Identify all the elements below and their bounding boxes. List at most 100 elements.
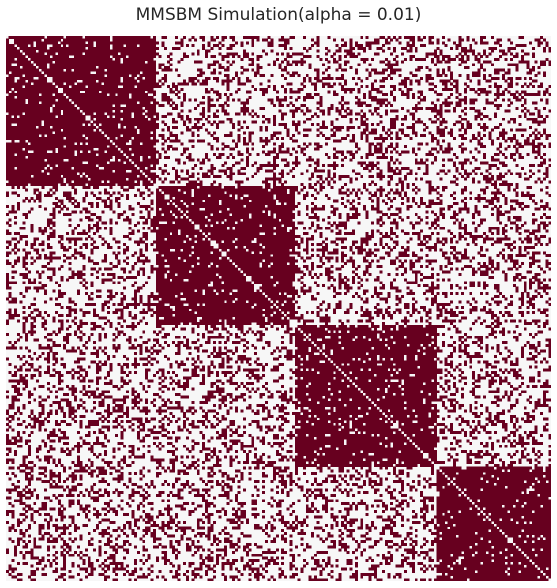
heatmap-cell <box>504 87 508 91</box>
heatmap-cell <box>390 237 394 241</box>
heatmap-cell <box>461 218 465 222</box>
heatmap-cell <box>300 240 304 244</box>
heatmap-cell <box>90 352 99 356</box>
heatmap-cell <box>512 134 516 138</box>
heatmap-cell <box>16 392 23 396</box>
heatmap-cell <box>185 213 211 217</box>
heatmap-cell <box>120 125 124 129</box>
heatmap-cell <box>518 36 524 39</box>
heatmap-cell <box>136 188 140 192</box>
heatmap-cell <box>177 112 181 116</box>
heatmap-cell <box>174 360 178 364</box>
heatmap-cell <box>504 392 508 396</box>
heatmap-cell <box>213 115 219 118</box>
heatmap-cell <box>341 164 345 168</box>
heatmap-cell <box>346 194 350 198</box>
heatmap-cell <box>387 101 391 105</box>
heatmap-cell <box>447 207 451 211</box>
heatmap-cell <box>204 55 208 59</box>
heatmap-cell <box>101 123 118 127</box>
heatmap-cell <box>548 60 551 64</box>
heatmap-cell <box>273 172 277 176</box>
heatmap-cell <box>297 221 304 225</box>
heatmap-cell <box>294 164 298 168</box>
heatmap-cell <box>357 188 361 192</box>
heatmap-cell <box>131 322 135 326</box>
heatmap-cell <box>237 196 241 200</box>
heatmap-cell <box>123 150 159 154</box>
heatmap-cell <box>510 79 514 83</box>
heatmap-cell <box>147 174 159 178</box>
heatmap-cell <box>259 106 266 110</box>
heatmap-cell <box>44 289 48 293</box>
heatmap-cell <box>371 221 375 225</box>
heatmap-cell <box>341 330 347 334</box>
heatmap-cell <box>41 248 45 252</box>
heatmap-cell <box>425 142 429 146</box>
heatmap-cell <box>428 237 432 241</box>
heatmap-cell <box>303 194 309 198</box>
heatmap-cell <box>308 142 312 146</box>
heatmap-cell <box>150 202 154 206</box>
heatmap-cell <box>158 251 192 255</box>
heatmap-cell <box>125 357 129 361</box>
heatmap-cell <box>95 44 110 48</box>
heatmap-cell <box>480 368 484 372</box>
heatmap-cell <box>499 49 505 53</box>
heatmap-cell <box>30 44 34 48</box>
heatmap-cell <box>360 174 364 178</box>
heatmap-cell <box>499 352 503 356</box>
heatmap-cell <box>371 57 375 61</box>
heatmap-cell <box>395 183 399 187</box>
heatmap-cell <box>463 251 467 255</box>
heatmap-cell <box>267 395 274 399</box>
heatmap-cell <box>412 95 415 99</box>
heatmap-cell <box>461 150 465 154</box>
heatmap-cell <box>521 294 524 298</box>
heatmap-cell <box>390 93 394 97</box>
heatmap-cell <box>202 95 206 99</box>
heatmap-cell <box>256 387 260 391</box>
heatmap-cell <box>471 392 475 396</box>
heatmap-cell <box>161 120 165 124</box>
heatmap-cell <box>368 169 372 173</box>
heatmap-cell <box>504 199 508 203</box>
heatmap-cell <box>466 74 470 78</box>
heatmap-cell <box>16 79 26 83</box>
heatmap-cell <box>406 87 413 91</box>
heatmap-cell <box>521 109 524 113</box>
heatmap-cell <box>518 251 522 255</box>
heatmap-cell <box>237 169 241 173</box>
heatmap-cell <box>207 169 214 173</box>
heatmap-cell <box>6 68 39 72</box>
heatmap-cell <box>161 115 168 118</box>
heatmap-cell <box>55 303 61 307</box>
heatmap-cell <box>188 204 244 208</box>
heatmap-cell <box>6 346 18 350</box>
heatmap-cell <box>65 319 69 323</box>
heatmap-cell <box>311 194 315 198</box>
heatmap-cell <box>134 292 138 296</box>
heatmap-cell <box>403 278 407 282</box>
heatmap-cell <box>16 207 20 211</box>
heatmap-cell <box>477 79 481 83</box>
heatmap-cell <box>218 221 222 225</box>
heatmap-cell <box>136 286 143 290</box>
heatmap-cell <box>283 303 296 307</box>
heatmap-cell <box>417 283 421 287</box>
heatmap-cell <box>491 270 495 274</box>
heatmap-cell <box>395 60 399 64</box>
heatmap-cell <box>469 150 473 154</box>
heatmap-cell <box>46 365 50 369</box>
heatmap-cell <box>174 392 181 396</box>
heatmap-cell <box>403 259 407 263</box>
heatmap-cell <box>109 379 113 383</box>
heatmap-cell <box>461 256 470 260</box>
heatmap-cell <box>368 161 375 165</box>
heatmap-cell <box>294 158 298 162</box>
heatmap-cell <box>251 215 274 219</box>
heatmap-cell <box>11 204 15 208</box>
heatmap-cell <box>496 213 505 217</box>
heatmap-cell <box>324 177 328 181</box>
heatmap-cell <box>52 79 78 83</box>
